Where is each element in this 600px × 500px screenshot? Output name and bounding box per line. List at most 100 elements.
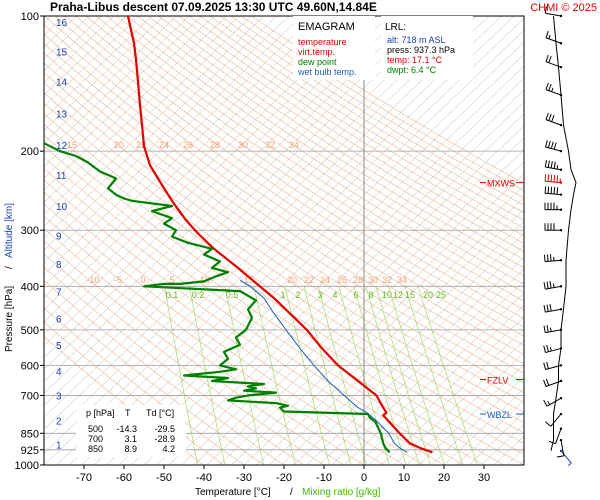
altitude-label: 3 bbox=[56, 391, 62, 402]
wind-barb-staff bbox=[545, 119, 562, 126]
wind-barb-dot bbox=[559, 412, 563, 416]
wind-barb-dot bbox=[559, 285, 563, 288]
wind-barb-feather bbox=[548, 113, 552, 121]
theta-label: 32 bbox=[382, 275, 392, 285]
table-cell: 850 bbox=[88, 444, 103, 454]
grid-line bbox=[356, 304, 524, 465]
wind-barb-staff bbox=[545, 12, 562, 17]
altitude-label: 7 bbox=[56, 288, 62, 299]
mixing-ratio-label: 25 bbox=[436, 290, 446, 300]
grid-line bbox=[93, 53, 524, 465]
wind-barb-dot bbox=[559, 14, 563, 18]
grid-line bbox=[418, 364, 524, 465]
wind-barb-feather bbox=[548, 440, 556, 445]
altitude-label: 6 bbox=[56, 315, 62, 326]
table-cell: 500 bbox=[88, 424, 103, 434]
wind-barb-dot bbox=[559, 93, 563, 97]
altitude-label: 14 bbox=[56, 78, 68, 89]
wind-barb-staff bbox=[545, 37, 562, 44]
dry-adiabat bbox=[116, 16, 524, 285]
theta-label: 30 bbox=[238, 140, 248, 150]
dry-adiabat bbox=[85, 16, 524, 311]
grid-line bbox=[306, 256, 524, 465]
wind-barb-feather bbox=[546, 281, 549, 289]
lrl-altitude: alt: 718 m ASL bbox=[387, 35, 446, 45]
theta-label: 28 bbox=[353, 275, 363, 285]
grid-line bbox=[44, 16, 152, 120]
dry-adiabat bbox=[44, 24, 524, 355]
wind-barb-feather bbox=[544, 186, 547, 194]
grid-line bbox=[143, 101, 524, 465]
wind-barb-feather bbox=[550, 186, 553, 194]
grid-line bbox=[44, 16, 477, 430]
legend-entry-wet-bulb: wet bulb temp. bbox=[297, 67, 357, 77]
legend-entry-dew-point: dew point bbox=[298, 57, 337, 67]
wind-barb-half-feather bbox=[556, 165, 559, 170]
wind-barb-feather bbox=[545, 82, 549, 90]
wind-barb-dot bbox=[559, 347, 563, 350]
dry-adiabat bbox=[44, 102, 524, 434]
wind-barb-feather bbox=[550, 174, 553, 182]
dry-adiabat bbox=[189, 16, 524, 229]
x-tick-label: -50 bbox=[156, 472, 172, 484]
y-axis-title: Pressure [hPa] bbox=[4, 286, 15, 352]
wind-barb-feather bbox=[556, 187, 559, 195]
legend-entry-virt-temp: virt.temp. bbox=[298, 47, 335, 57]
p-tick-label: 500 bbox=[21, 325, 39, 337]
dry-adiabat bbox=[230, 16, 524, 199]
mixing-ratio-label: 12 bbox=[393, 290, 403, 300]
x-tick-label: 20 bbox=[438, 472, 450, 484]
grid-line bbox=[44, 16, 290, 251]
wind-barb-staff bbox=[545, 61, 562, 68]
grid-line bbox=[44, 16, 427, 382]
altitude-label: 5 bbox=[56, 341, 62, 352]
dry-adiabat bbox=[179, 16, 524, 237]
grid-line bbox=[44, 16, 365, 323]
axes-layer: -70 -60 -50 -40 -30 -20 -10 0 10 20 30100200300400… bbox=[15, 11, 491, 484]
wind-barb-half-feather bbox=[548, 34, 551, 39]
dry-adiabat bbox=[210, 16, 524, 214]
temperature-curve bbox=[126, 16, 433, 454]
wind-barb-dot bbox=[559, 328, 563, 332]
altitude-label: 16 bbox=[56, 18, 68, 29]
x-tick-label: 30 bbox=[478, 472, 490, 484]
grid-line bbox=[56, 17, 524, 465]
mixing-ratio-label: 6 bbox=[353, 290, 358, 300]
theta-label: 15 bbox=[67, 140, 77, 150]
grid-line bbox=[106, 65, 524, 465]
level-markers: MXWS FZLV WBZL bbox=[480, 179, 524, 420]
wind-barb-feather bbox=[543, 362, 547, 370]
dry-adiabat bbox=[220, 16, 524, 206]
grid-line bbox=[343, 292, 524, 465]
grid-line bbox=[393, 340, 524, 465]
grid-line bbox=[231, 185, 524, 465]
p-tick-label: 200 bbox=[21, 146, 39, 158]
wind-barb-dot bbox=[559, 193, 563, 196]
wind-barb-staff bbox=[560, 450, 572, 464]
x-tick-label: -10 bbox=[316, 472, 332, 484]
grid-line bbox=[44, 16, 265, 227]
dry-adiabat bbox=[44, 33, 524, 365]
wind-barb-dot bbox=[559, 208, 563, 211]
mixing-ratio-label: 15 bbox=[405, 290, 415, 300]
grid-line bbox=[44, 16, 415, 370]
background-lines bbox=[44, 16, 524, 465]
legend-entry-temperature: temperature bbox=[298, 37, 347, 47]
wind-barb-feather bbox=[549, 254, 552, 262]
mixing-ratio-label: 0.5 bbox=[226, 290, 239, 300]
wind-barb-staff bbox=[545, 89, 562, 96]
lrl-heading: LRL: bbox=[385, 22, 406, 33]
wind-barb-dot bbox=[559, 149, 563, 153]
altitude-label: 8 bbox=[56, 260, 62, 271]
grid-line bbox=[331, 280, 524, 465]
altitude-label: 9 bbox=[56, 231, 62, 242]
lrl-temperature: temp: 17.1 °C bbox=[387, 55, 443, 65]
p-tick-label: 925 bbox=[21, 445, 39, 457]
altitude-label: 13 bbox=[56, 110, 68, 121]
wind-barb-half-feather bbox=[567, 462, 572, 467]
wet-bulb-curve bbox=[239, 279, 408, 453]
theta-label: 0 bbox=[140, 275, 145, 285]
grid-line bbox=[44, 16, 302, 263]
y-axis-separator: / bbox=[4, 266, 15, 269]
